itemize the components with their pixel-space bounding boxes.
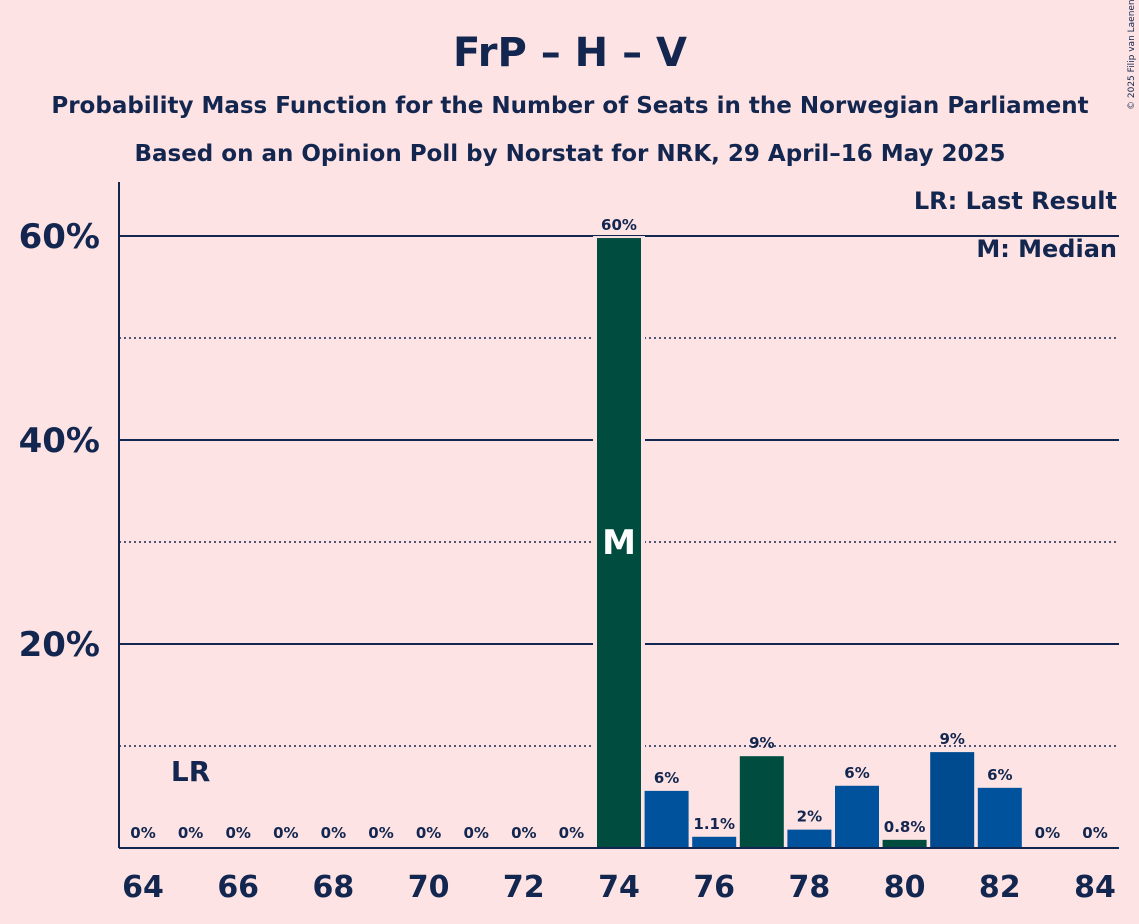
x-tick-label: 84	[1074, 870, 1116, 905]
data-label: 2%	[797, 808, 822, 826]
x-tick-label: 66	[217, 870, 259, 905]
y-tick-label: 40%	[19, 421, 100, 461]
data-label: 1.1%	[693, 815, 735, 833]
x-tick-label: 80	[884, 870, 926, 905]
data-labels: 0% 0% 0% 0% 0% 0% 0% 0% 0% 0% 60% 6% 1.1% 9% 2% 6% 0.8% 9…	[130, 216, 1107, 842]
last-result-marker: LR	[171, 755, 210, 788]
data-label: 6%	[987, 766, 1012, 784]
data-label: 6%	[654, 769, 679, 787]
x-tick-label: 76	[693, 870, 735, 905]
bar	[977, 787, 1022, 848]
data-label: 9%	[939, 730, 964, 748]
bar	[597, 238, 641, 849]
data-label: 0%	[273, 824, 298, 842]
data-label: 0%	[1082, 824, 1107, 842]
y-tick-label: 20%	[19, 625, 100, 665]
legend-median: M: Median	[976, 235, 1117, 263]
bar	[644, 790, 689, 848]
data-label: 0%	[225, 824, 250, 842]
bar	[692, 836, 737, 848]
x-tick-label: 70	[408, 870, 450, 905]
bar	[930, 752, 975, 848]
chart-title: FrP – H – V	[453, 30, 687, 76]
bar	[835, 785, 879, 848]
x-tick-label: 74	[598, 870, 640, 905]
bar	[739, 756, 784, 848]
bar	[787, 829, 832, 848]
x-tick-label: 78	[789, 870, 831, 905]
chart-subtitle: Probability Mass Function for the Number…	[51, 93, 1088, 119]
x-tick-label: 68	[313, 870, 355, 905]
data-label: 0%	[178, 824, 203, 842]
axes: 20% 40% 60% 64 66 68 70 72 74 76 78 80 82 84	[19, 182, 1119, 905]
copyright-notice: © 2025 Filip van Laenen	[1127, 0, 1137, 110]
data-label: 0%	[130, 824, 155, 842]
bars	[593, 236, 1022, 849]
y-tick-label: 60%	[19, 217, 100, 257]
legend-last-result: LR: Last Result	[914, 187, 1117, 215]
data-label: 0%	[463, 824, 488, 842]
data-label: 0%	[1035, 824, 1060, 842]
x-tick-label: 64	[122, 870, 164, 905]
bar	[882, 839, 927, 848]
median-marker: M	[602, 523, 636, 563]
data-label: 60%	[601, 216, 637, 234]
x-tick-label: 82	[979, 870, 1021, 905]
data-label: 0%	[559, 824, 584, 842]
data-label: 6%	[844, 764, 869, 782]
data-label: 0%	[321, 824, 346, 842]
x-tick-label: 72	[503, 870, 545, 905]
data-label: 0%	[416, 824, 441, 842]
data-label: 9%	[749, 734, 774, 752]
data-label: 0%	[368, 824, 393, 842]
data-label: 0.8%	[884, 818, 926, 836]
data-label: 0%	[511, 824, 536, 842]
chart-subtitle-poll: Based on an Opinion Poll by Norstat for …	[134, 141, 1005, 167]
